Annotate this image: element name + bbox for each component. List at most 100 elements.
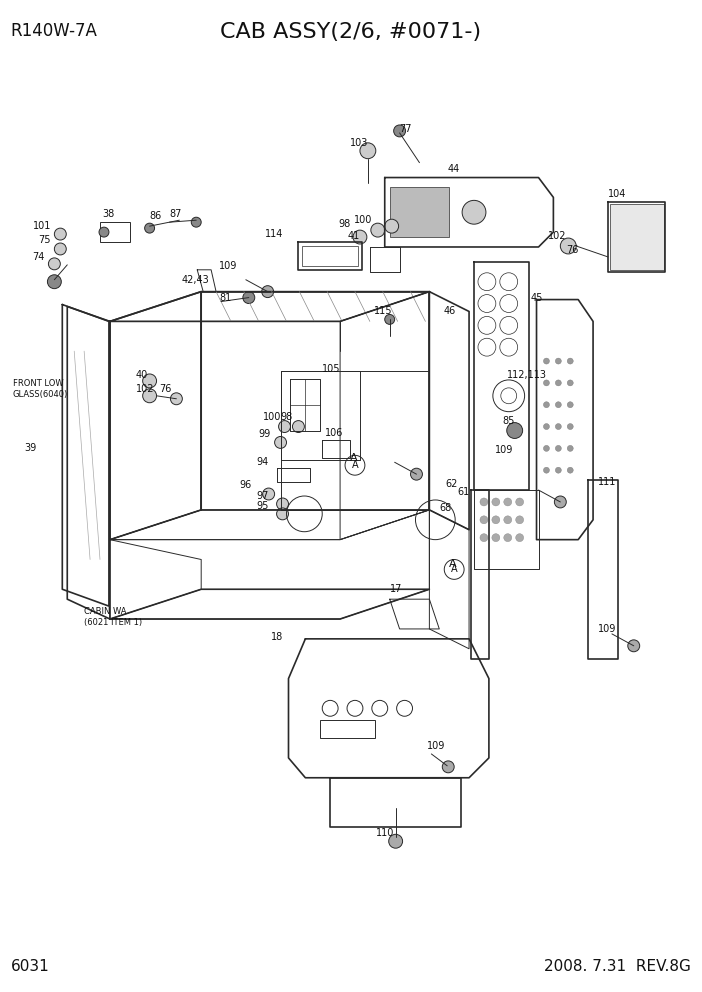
Circle shape	[555, 496, 567, 508]
Text: CAB ASSY(2/6, #0071-): CAB ASSY(2/6, #0071-)	[220, 22, 482, 42]
Circle shape	[411, 468, 423, 480]
Text: A: A	[451, 564, 458, 574]
Circle shape	[171, 393, 183, 405]
Circle shape	[560, 238, 576, 254]
Circle shape	[54, 243, 66, 255]
Text: 62: 62	[445, 479, 458, 489]
Bar	[390, 187, 449, 237]
Text: 106: 106	[325, 428, 343, 437]
Circle shape	[516, 534, 524, 542]
Text: 102: 102	[135, 384, 154, 394]
Circle shape	[555, 424, 562, 430]
Circle shape	[389, 834, 402, 848]
Text: 103: 103	[350, 138, 369, 148]
Circle shape	[48, 275, 61, 289]
Text: FRONT LOW
GLASS(6040): FRONT LOW GLASS(6040)	[13, 379, 68, 399]
Text: 102: 102	[548, 231, 567, 241]
Circle shape	[394, 125, 406, 137]
Circle shape	[543, 424, 550, 430]
Text: 105: 105	[322, 364, 340, 374]
Circle shape	[567, 445, 574, 451]
Circle shape	[263, 488, 274, 500]
Circle shape	[262, 286, 274, 298]
Text: 75: 75	[39, 235, 51, 245]
Circle shape	[567, 380, 574, 386]
Text: 95: 95	[257, 501, 269, 511]
Circle shape	[567, 424, 574, 430]
Circle shape	[279, 421, 291, 433]
Circle shape	[54, 228, 66, 240]
Text: 38: 38	[102, 209, 114, 219]
Circle shape	[567, 467, 574, 473]
Circle shape	[543, 445, 550, 451]
Text: 85: 85	[503, 416, 515, 426]
Circle shape	[555, 380, 562, 386]
Text: 104: 104	[608, 189, 626, 199]
Text: 68: 68	[439, 503, 451, 513]
Circle shape	[293, 421, 305, 433]
Circle shape	[516, 516, 524, 524]
Circle shape	[543, 380, 550, 386]
Text: 115: 115	[374, 307, 392, 316]
Text: 112,113: 112,113	[507, 370, 547, 380]
Text: 76: 76	[159, 384, 172, 394]
Circle shape	[191, 217, 201, 227]
Text: 46: 46	[443, 307, 456, 316]
Text: 109: 109	[219, 261, 237, 271]
Text: 97: 97	[257, 491, 269, 501]
Circle shape	[385, 314, 395, 324]
Text: 2008. 7.31  REV.8G: 2008. 7.31 REV.8G	[545, 959, 691, 974]
Text: A: A	[352, 460, 358, 470]
Circle shape	[628, 640, 640, 652]
Circle shape	[143, 374, 157, 388]
Circle shape	[492, 516, 500, 524]
Text: 18: 18	[271, 632, 283, 642]
Circle shape	[143, 389, 157, 403]
Circle shape	[462, 200, 486, 224]
Circle shape	[480, 534, 488, 542]
Circle shape	[99, 227, 109, 237]
Circle shape	[243, 292, 255, 304]
Circle shape	[555, 402, 562, 408]
Text: 86: 86	[150, 211, 162, 221]
Circle shape	[274, 436, 286, 448]
Text: 44: 44	[447, 164, 460, 174]
Text: 6031: 6031	[11, 959, 49, 974]
Circle shape	[277, 498, 289, 510]
Text: 109: 109	[598, 624, 616, 634]
Circle shape	[480, 498, 488, 506]
Circle shape	[492, 534, 500, 542]
Text: 96: 96	[239, 480, 251, 490]
Circle shape	[48, 258, 60, 270]
Text: 110: 110	[376, 828, 395, 838]
Circle shape	[504, 516, 512, 524]
Text: 111: 111	[598, 477, 616, 487]
Text: 87: 87	[169, 209, 182, 219]
Circle shape	[442, 761, 454, 773]
Text: 98: 98	[281, 412, 293, 422]
Text: 42,43: 42,43	[181, 275, 209, 285]
Text: CABIN WA
(6021 ITEM 1): CABIN WA (6021 ITEM 1)	[84, 607, 143, 627]
Circle shape	[555, 467, 562, 473]
Text: A: A	[350, 453, 357, 463]
Circle shape	[507, 423, 522, 438]
Text: 40: 40	[135, 370, 148, 380]
Circle shape	[504, 498, 512, 506]
Bar	[610, 204, 663, 270]
Text: 81: 81	[219, 293, 231, 303]
Circle shape	[567, 402, 574, 408]
Text: 74: 74	[32, 252, 45, 262]
Text: 114: 114	[265, 229, 283, 239]
Bar	[100, 222, 130, 242]
Circle shape	[480, 516, 488, 524]
Text: 41: 41	[348, 231, 360, 241]
Circle shape	[371, 223, 385, 237]
Text: 77: 77	[399, 124, 412, 134]
Circle shape	[567, 358, 574, 364]
Circle shape	[353, 230, 367, 244]
Circle shape	[555, 445, 562, 451]
Text: 109: 109	[495, 445, 513, 455]
Text: 94: 94	[257, 457, 269, 467]
Circle shape	[543, 402, 550, 408]
Circle shape	[277, 508, 289, 520]
